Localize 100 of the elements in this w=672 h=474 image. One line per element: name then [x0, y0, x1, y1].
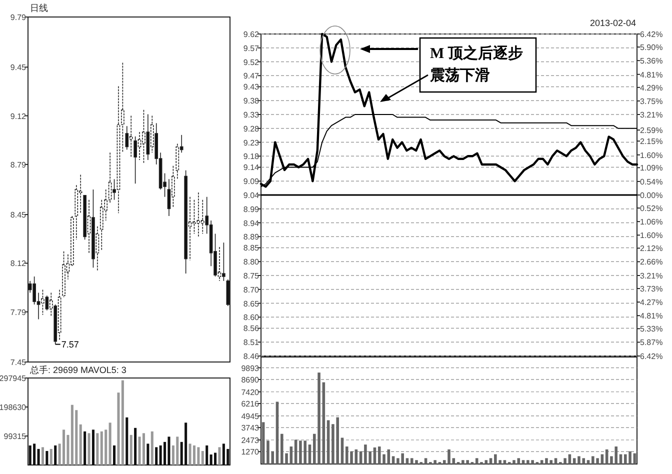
- bar: [33, 444, 36, 465]
- bar: [184, 422, 188, 465]
- bar: [308, 444, 312, 464]
- y2-tick-label: 2.66%: [640, 258, 663, 267]
- y2-tick-label: 1.06%: [640, 218, 663, 227]
- bar: [201, 450, 204, 465]
- bar: [113, 445, 116, 465]
- bar: [117, 392, 120, 465]
- y-tick-label: 9.45: [10, 63, 27, 72]
- y2-tick-label: 3.73%: [640, 284, 663, 294]
- y2-tick-label: 4.27%: [640, 298, 663, 308]
- y2-tick-label: 4.81%: [640, 70, 663, 80]
- y2-tick-label: 0.52%: [640, 204, 663, 214]
- y-tick-label: 6216: [241, 400, 260, 409]
- bar: [475, 458, 478, 464]
- y2-tick-label: 6.42%: [640, 352, 663, 361]
- y-tick-label: 8.12: [10, 259, 27, 268]
- y2-tick-label: 1.09%: [640, 164, 663, 173]
- bar: [79, 424, 82, 465]
- y-tick-label: 7.79: [10, 308, 27, 317]
- y2-tick-label: 4.81%: [640, 312, 663, 321]
- y2-tick-label: 5.33%: [640, 324, 663, 334]
- y-tick-label: 8.51: [243, 338, 260, 348]
- y-tick-label: 7.45: [10, 358, 27, 367]
- y-tick-label: 8.75: [243, 272, 260, 280]
- bar: [70, 404, 74, 465]
- bar: [424, 458, 428, 464]
- y-tick-label: 9.14: [243, 163, 260, 172]
- y-tick-label: 3743: [241, 424, 260, 433]
- bar: [62, 430, 66, 465]
- bar: [150, 431, 154, 465]
- chart-title: 总手: 29699 MAVOL5: 3: [29, 365, 126, 375]
- y-tick-label: 297945: [0, 374, 27, 383]
- bar: [197, 447, 200, 465]
- bar: [586, 460, 590, 464]
- y-tick-label: 8.85: [243, 244, 260, 253]
- bar: [406, 458, 409, 464]
- y2-tick-label: 2.12%: [640, 244, 663, 254]
- y-tick-label: 4945: [241, 412, 260, 421]
- y-tick-label: 9.52: [243, 58, 260, 67]
- annotation: 震荡下滑: [429, 67, 490, 84]
- bar: [326, 420, 330, 464]
- y-tick-label: 9.47: [243, 72, 260, 81]
- y-tick-label: 9.12: [10, 112, 27, 121]
- bar: [554, 458, 558, 464]
- y-tick-label: 9.09: [243, 177, 260, 186]
- y2-tick-label: 5.87%: [640, 338, 663, 348]
- bar: [146, 444, 150, 465]
- bar: [503, 460, 506, 464]
- y-tick-label: 8.89: [243, 232, 260, 242]
- bar: [206, 445, 208, 465]
- y-tick-label: 8.60: [243, 313, 260, 322]
- y-tick-label: 9.04: [243, 191, 260, 200]
- y-tick-label: 8.46: [243, 352, 260, 361]
- bar: [373, 447, 376, 464]
- bar: [41, 447, 44, 465]
- y2-tick-label: 1.60%: [640, 150, 663, 160]
- bar: [489, 458, 492, 464]
- bar: [322, 382, 326, 464]
- y-tick-label: 9.23: [243, 138, 260, 148]
- y-tick-label: 8.56: [243, 324, 260, 334]
- bar: [522, 460, 525, 464]
- y-tick-label: 8.99: [243, 204, 260, 214]
- y-tick-label: 9893: [241, 364, 260, 373]
- bar: [214, 452, 217, 465]
- y2-tick-label: 2.15%: [640, 137, 663, 146]
- bar: [54, 445, 57, 465]
- y2-tick-label: 2.59%: [640, 126, 663, 136]
- y-tick-label: 2473: [241, 436, 260, 445]
- bar: [46, 450, 48, 465]
- bar: [572, 458, 576, 464]
- y-tick-label: 9.62: [243, 30, 260, 39]
- y2-tick-label: 5.90%: [640, 43, 663, 52]
- y-tick-label: 99315: [4, 432, 27, 441]
- line-series: [260, 32, 638, 188]
- bar: [540, 460, 544, 464]
- bar: [134, 428, 137, 465]
- y2-tick-label: 6.42%: [640, 30, 663, 39]
- y-tick-label: 7420: [241, 388, 260, 397]
- bar: [192, 445, 196, 465]
- y2-tick-label: 5.36%: [640, 56, 663, 66]
- y2-tick-label: 0.00%: [640, 191, 663, 200]
- bar: [96, 433, 99, 465]
- bar: [340, 438, 344, 464]
- bar: [294, 440, 298, 464]
- bar: [392, 456, 395, 464]
- bar: [142, 433, 145, 465]
- bar: [121, 380, 124, 465]
- annotation: M 顶之后逐步: [430, 44, 523, 62]
- y2-tick-label: 3.21%: [640, 272, 663, 280]
- bar: [130, 434, 132, 465]
- y-tick-label: 9.79: [10, 13, 27, 22]
- y2-tick-label: 3.21%: [640, 110, 663, 120]
- bar: [218, 447, 221, 465]
- bar: [290, 446, 293, 464]
- y-tick-label: 8690: [241, 375, 260, 384]
- chart-title: 日线: [30, 3, 48, 13]
- bar: [100, 431, 103, 465]
- y-tick-label: 8.70: [243, 285, 260, 294]
- bar: [138, 436, 141, 465]
